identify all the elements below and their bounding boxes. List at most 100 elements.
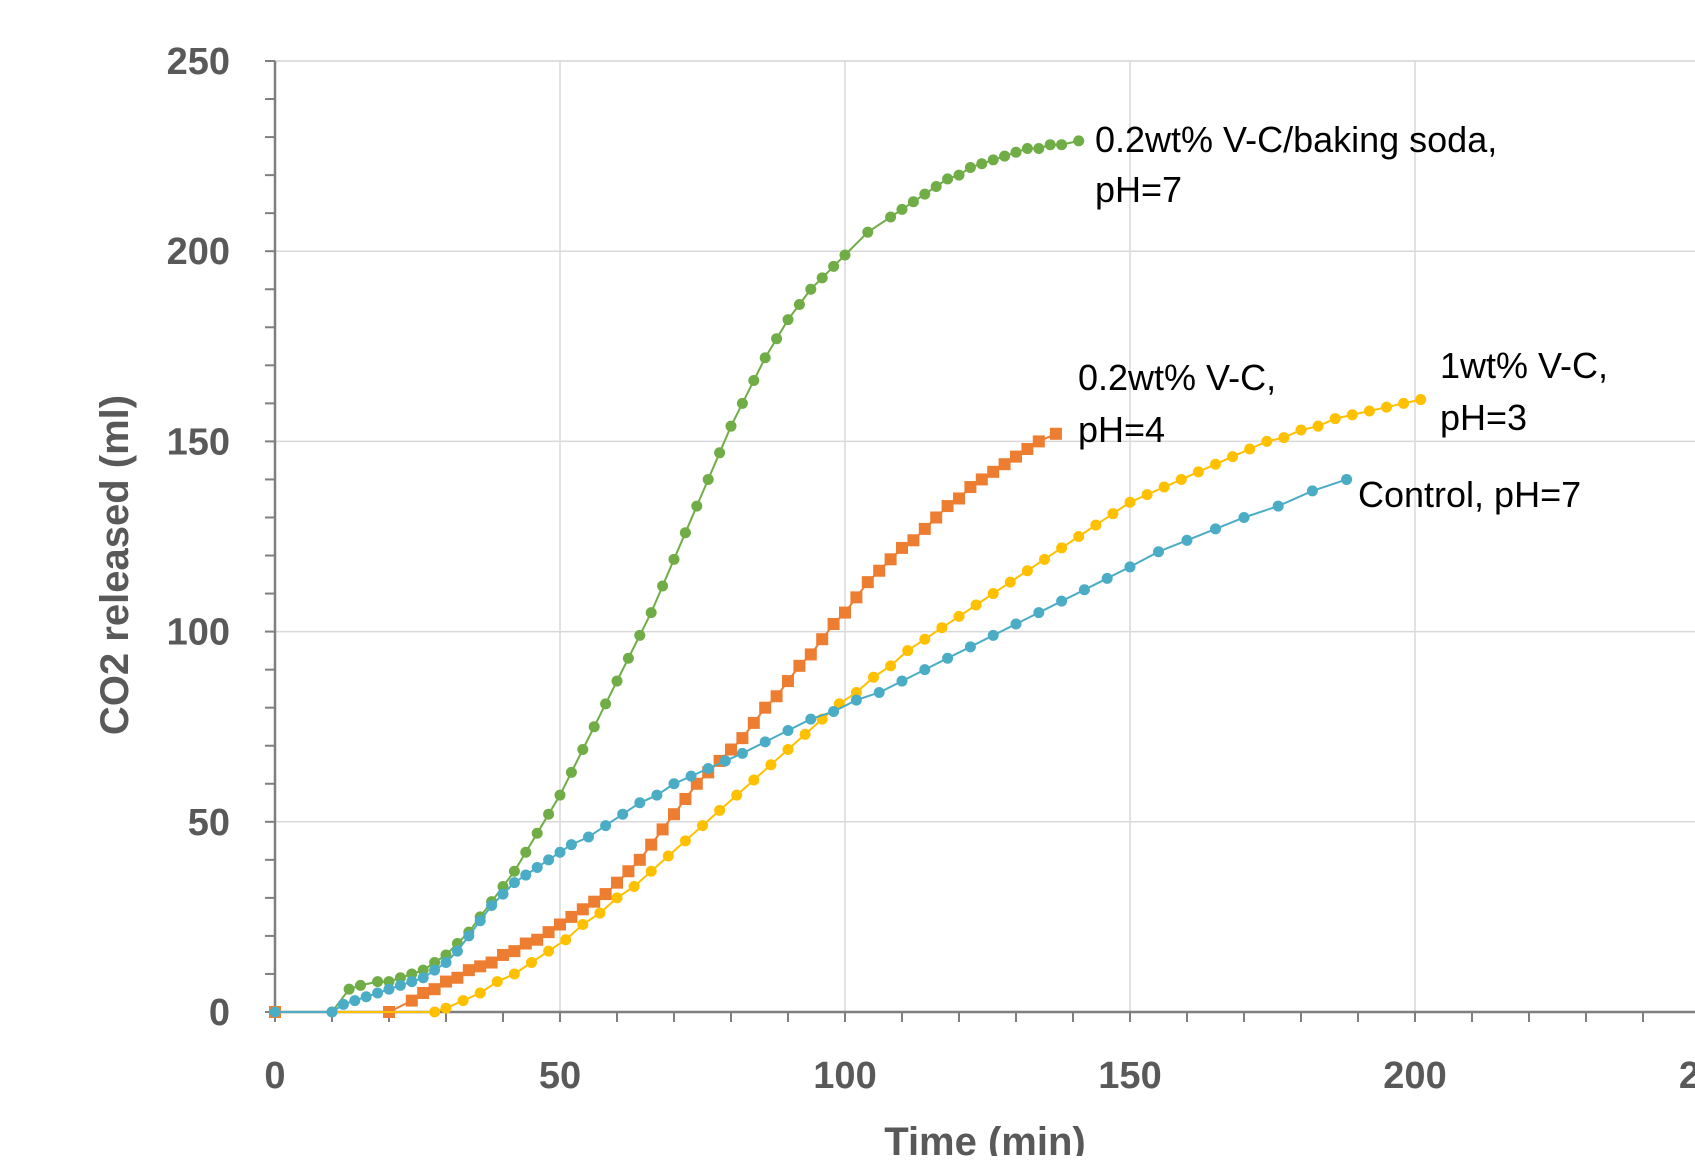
data-point xyxy=(970,599,982,611)
data-point xyxy=(588,721,600,733)
data-point xyxy=(519,937,532,950)
data-point xyxy=(611,892,623,904)
data-point xyxy=(520,869,532,881)
data-point xyxy=(1346,409,1358,421)
x-tick-label: 100 xyxy=(813,1055,876,1097)
data-point xyxy=(565,839,577,851)
data-point xyxy=(1261,435,1273,447)
data-point xyxy=(497,880,509,892)
series-group xyxy=(269,394,1427,1018)
data-point xyxy=(508,945,521,958)
data-point xyxy=(885,660,897,672)
data-point xyxy=(600,820,612,832)
data-point xyxy=(645,865,657,877)
data-point xyxy=(1306,485,1318,497)
data-point xyxy=(941,500,954,513)
data-point xyxy=(702,763,714,775)
data-point xyxy=(868,671,879,683)
data-point xyxy=(440,1002,452,1014)
data-point xyxy=(987,629,999,641)
series-label: pH=3 xyxy=(1440,397,1527,438)
data-point xyxy=(651,789,663,801)
data-point xyxy=(782,725,794,737)
data-point xyxy=(554,918,566,931)
data-point xyxy=(531,827,543,839)
data-point xyxy=(462,964,475,977)
data-point xyxy=(1398,397,1410,409)
data-point xyxy=(918,522,931,535)
data-point xyxy=(884,553,897,566)
data-point xyxy=(343,983,355,995)
data-point xyxy=(560,934,572,946)
data-point xyxy=(429,957,441,969)
data-point xyxy=(485,956,498,969)
series-label: Control, pH=7 xyxy=(1358,474,1581,515)
data-point xyxy=(600,698,612,710)
data-point xyxy=(668,553,680,565)
data-point xyxy=(531,861,543,873)
data-point xyxy=(759,352,771,364)
data-point xyxy=(782,675,794,688)
series-label: pH=4 xyxy=(1078,409,1165,450)
data-point xyxy=(1032,435,1045,448)
data-point xyxy=(1363,405,1375,417)
data-point xyxy=(771,333,783,345)
data-point xyxy=(474,960,487,973)
data-point xyxy=(748,774,760,786)
data-point xyxy=(850,694,862,706)
data-point xyxy=(725,420,737,432)
data-point xyxy=(805,283,817,295)
y-axis-title: CO2 released (ml) xyxy=(93,395,137,735)
data-point xyxy=(679,527,691,539)
data-point xyxy=(953,610,965,622)
data-point xyxy=(782,314,794,326)
y-tick-label: 100 xyxy=(167,612,230,654)
data-point xyxy=(1033,142,1045,154)
data-point xyxy=(1056,542,1068,554)
data-point xyxy=(583,831,594,843)
data-point xyxy=(508,968,520,980)
data-point xyxy=(429,1006,441,1018)
series-label: pH=7 xyxy=(1095,169,1182,210)
data-point xyxy=(1124,496,1136,508)
data-point xyxy=(1044,139,1056,151)
data-point xyxy=(759,736,771,748)
data-point xyxy=(714,447,726,459)
data-point xyxy=(896,675,908,687)
data-point xyxy=(656,823,669,836)
data-point xyxy=(850,686,862,698)
data-point xyxy=(987,588,999,600)
data-point xyxy=(1090,519,1102,531)
data-point xyxy=(451,971,464,984)
data-point xyxy=(1210,458,1221,470)
data-point xyxy=(662,850,674,862)
data-point xyxy=(987,154,999,166)
data-point xyxy=(1181,534,1193,546)
series-group xyxy=(269,473,1353,1018)
data-point xyxy=(1295,424,1307,436)
annotations: 0.2wt% V-C/baking soda, pH=7 0.2wt% V-C, pH… xyxy=(1078,119,1608,515)
data-point xyxy=(645,838,658,851)
data-point xyxy=(474,987,486,999)
data-point xyxy=(1153,546,1164,558)
data-point xyxy=(1056,139,1068,151)
data-point xyxy=(565,910,578,923)
data-point xyxy=(1010,450,1022,463)
data-point xyxy=(964,641,976,653)
data-point xyxy=(804,648,817,661)
data-series xyxy=(269,135,1427,1018)
data-point xyxy=(406,976,418,988)
data-point xyxy=(383,976,395,988)
data-point xyxy=(793,298,805,310)
data-point xyxy=(816,272,828,284)
data-point xyxy=(679,792,692,805)
data-point xyxy=(526,957,537,969)
data-point xyxy=(611,675,623,687)
series-label: 1wt% V-C, xyxy=(1440,345,1608,386)
data-point xyxy=(440,957,452,969)
data-point xyxy=(1021,142,1033,154)
y-tick-label: 250 xyxy=(167,41,230,83)
data-point xyxy=(1238,511,1250,523)
data-point xyxy=(337,998,349,1010)
